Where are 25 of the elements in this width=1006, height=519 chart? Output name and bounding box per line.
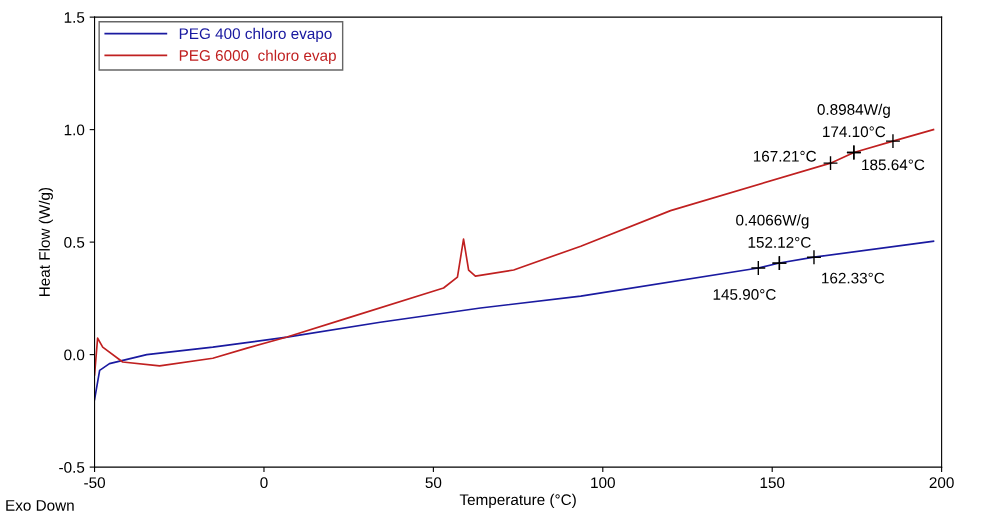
y-tick-label: 1.5 bbox=[64, 12, 85, 23]
x-tick-label: 150 bbox=[760, 477, 785, 489]
annotation: 162.33°C bbox=[822, 272, 885, 284]
x-tick-label: 100 bbox=[591, 477, 615, 489]
annotation: 174.10°C bbox=[823, 126, 886, 138]
legend-label: PEG 400 chloro evapo bbox=[179, 27, 332, 43]
legend-label: PEG 6000 chloro evap bbox=[179, 49, 336, 64]
y-tick-label: 1.0 bbox=[64, 124, 85, 136]
annotation: 145.90°C bbox=[713, 289, 776, 300]
annotation: 0.4066W/g bbox=[736, 214, 809, 229]
y-tick-label: 0.5 bbox=[64, 236, 85, 248]
y-axis-title: Heat Flow (W/g) bbox=[38, 187, 53, 297]
y-tick-label: -0.5 bbox=[59, 461, 85, 473]
annotation: 185.64°C bbox=[862, 159, 925, 171]
annotation: 0.8984W/g bbox=[817, 103, 890, 118]
annotation: 167.21°C bbox=[753, 150, 817, 162]
text: Exo Down bbox=[6, 500, 74, 511]
annotation: 152.12°C bbox=[748, 236, 811, 248]
line-series bbox=[94, 128, 935, 376]
x-tick-label: 200 bbox=[929, 477, 954, 489]
y-tick-label: 0.0 bbox=[64, 349, 85, 361]
x-tick-label: 0 bbox=[260, 477, 268, 489]
x-tick-label: 50 bbox=[425, 477, 442, 489]
x-axis-title: Temperature (°C) bbox=[459, 493, 576, 509]
x-tick-label: -50 bbox=[84, 477, 106, 489]
